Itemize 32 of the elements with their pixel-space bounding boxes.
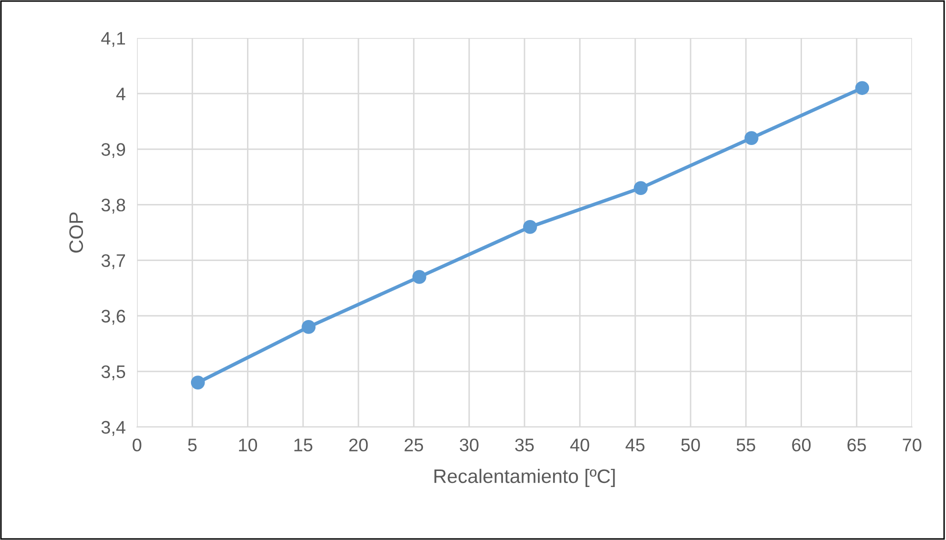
x-tick-label: 25 (404, 438, 424, 452)
y-tick-label: 3,5 (101, 365, 126, 380)
x-tick-label: 35 (515, 438, 534, 452)
point (744, 131, 758, 145)
point (523, 220, 537, 234)
x-tick-label: 70 (902, 438, 922, 452)
x-tick-label: 5 (188, 438, 197, 452)
y-tick-label: 3,7 (101, 254, 125, 270)
x-tick-label: 45 (626, 438, 644, 452)
x-tick-label: 15 (294, 438, 312, 452)
x-tick-label: 55 (736, 438, 756, 452)
y-tick-label: 3,8 (101, 198, 126, 214)
x-tick-label: 20 (349, 438, 368, 452)
y-tick-label: 3,9 (101, 143, 126, 158)
y-tick-label: 3,6 (101, 310, 126, 325)
x-tick-label: 10 (239, 438, 258, 452)
y-tick-label: 3,4 (101, 420, 126, 436)
y-axis-title: COP (69, 212, 84, 253)
point (190, 376, 205, 390)
x-tick-label: 65 (848, 438, 866, 452)
point (302, 320, 316, 334)
x-tick-label: 40 (570, 438, 590, 452)
point (634, 181, 648, 195)
point (855, 81, 870, 95)
y-tick-label: 4,1 (101, 32, 126, 47)
x-tick-label: 50 (681, 438, 700, 452)
point (412, 270, 426, 284)
y-tick-label: 4 (116, 88, 126, 100)
x-tick-label: 0 (132, 438, 142, 452)
x-tick-label: 30 (460, 438, 478, 452)
x-axis-title: Recalentamiento [ºC] (434, 468, 615, 487)
x-tick-label: 60 (792, 438, 811, 452)
